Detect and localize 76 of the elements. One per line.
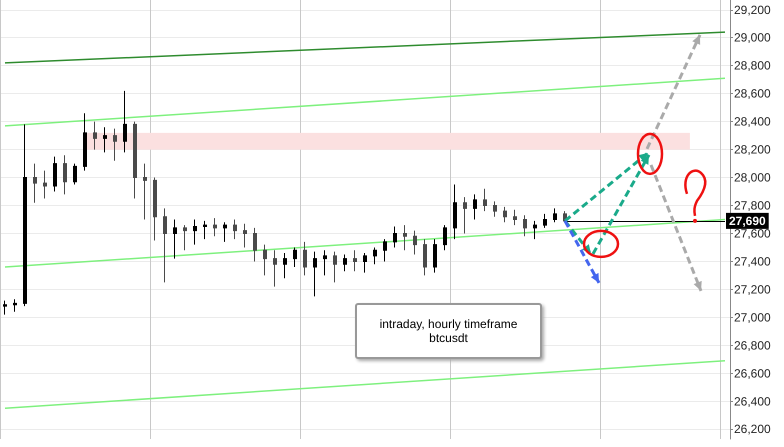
- candlestick: [33, 163, 37, 204]
- y-tick-label: 27,600: [734, 226, 772, 240]
- candlestick: [243, 223, 247, 248]
- candlestick: [423, 238, 427, 276]
- candlestick: [123, 90, 127, 153]
- y-tick-label: 26,800: [734, 338, 772, 352]
- y-tick-label: 28,800: [734, 58, 772, 73]
- candlestick: [223, 222, 227, 242]
- y-tick-label: 26,600: [734, 366, 772, 380]
- candlestick: [103, 126, 107, 153]
- candlestick: [3, 300, 7, 316]
- candlestick: [23, 124, 27, 307]
- y-tick-label: 27,800: [734, 198, 772, 213]
- candlestick: [393, 226, 397, 248]
- ref-line-label: 27,690: [729, 214, 766, 228]
- candlestick: [353, 250, 357, 272]
- candlestick: [63, 154, 67, 195]
- candlestick: [93, 121, 97, 150]
- y-tick-label: 28,000: [734, 170, 772, 185]
- candlestick: [513, 209, 517, 226]
- candlestick: [53, 156, 57, 192]
- candlestick: [463, 196, 467, 234]
- candlestick: [313, 251, 317, 297]
- candlestick: [233, 219, 237, 240]
- candlestick: [133, 121, 137, 200]
- candlestick: [533, 220, 537, 240]
- candlestick: [343, 254, 347, 272]
- y-tick-label: 29,200: [734, 2, 772, 17]
- candlestick: [263, 244, 267, 276]
- candlestick: [363, 252, 367, 274]
- candlestick: [153, 177, 157, 241]
- candlestick: [453, 184, 457, 240]
- candlestick: [553, 208, 557, 223]
- candlestick: [203, 220, 207, 240]
- candlestick: [253, 227, 257, 262]
- candlestick: [163, 208, 167, 283]
- y-tick-label: 28,400: [734, 114, 772, 129]
- candlestick: [303, 241, 307, 276]
- candlestick: [493, 200, 497, 218]
- candlestick: [503, 206, 507, 223]
- candlestick: [383, 238, 387, 262]
- candlestick: [333, 251, 337, 283]
- y-tick-label: 27,400: [734, 254, 772, 268]
- candlestick: [433, 238, 437, 274]
- candlestick: [443, 224, 447, 251]
- candlestick: [373, 246, 377, 265]
- candlestick: [113, 128, 117, 162]
- candlestick: [143, 163, 147, 220]
- y-tick-label: 28,600: [734, 86, 772, 101]
- candlestick: [193, 219, 197, 246]
- candlestick: [213, 218, 217, 237]
- candlestick: [13, 298, 17, 312]
- annotation: btcusdt: [428, 331, 469, 345]
- candlestick: [543, 213, 547, 228]
- candlestick: [173, 219, 177, 260]
- y-tick-label: 27,200: [734, 282, 772, 296]
- candlestick: [523, 214, 527, 237]
- candlestick: [43, 170, 47, 200]
- candlestick: [83, 112, 87, 172]
- candlestick: [273, 250, 277, 288]
- y-tick-label: 26,400: [734, 394, 772, 408]
- annotation: intraday, hourly timeframe: [378, 317, 518, 331]
- y-tick-label: 27,000: [734, 310, 772, 324]
- candlestick: [483, 188, 487, 212]
- candlestick: [73, 163, 77, 186]
- candlestick: [183, 224, 187, 251]
- y-tick-label: 26,200: [734, 422, 772, 436]
- candlestick: [403, 224, 407, 251]
- candlestick: [473, 194, 477, 220]
- candlestick: [323, 250, 327, 276]
- y-tick-label: 28,200: [734, 142, 772, 157]
- candlestick: [283, 252, 287, 279]
- candlestick: [413, 230, 417, 255]
- note-box: intraday, hourly timeframe btcusdt: [355, 303, 542, 359]
- y-tick-label: 29,000: [734, 30, 772, 45]
- candlestick: [293, 246, 297, 268]
